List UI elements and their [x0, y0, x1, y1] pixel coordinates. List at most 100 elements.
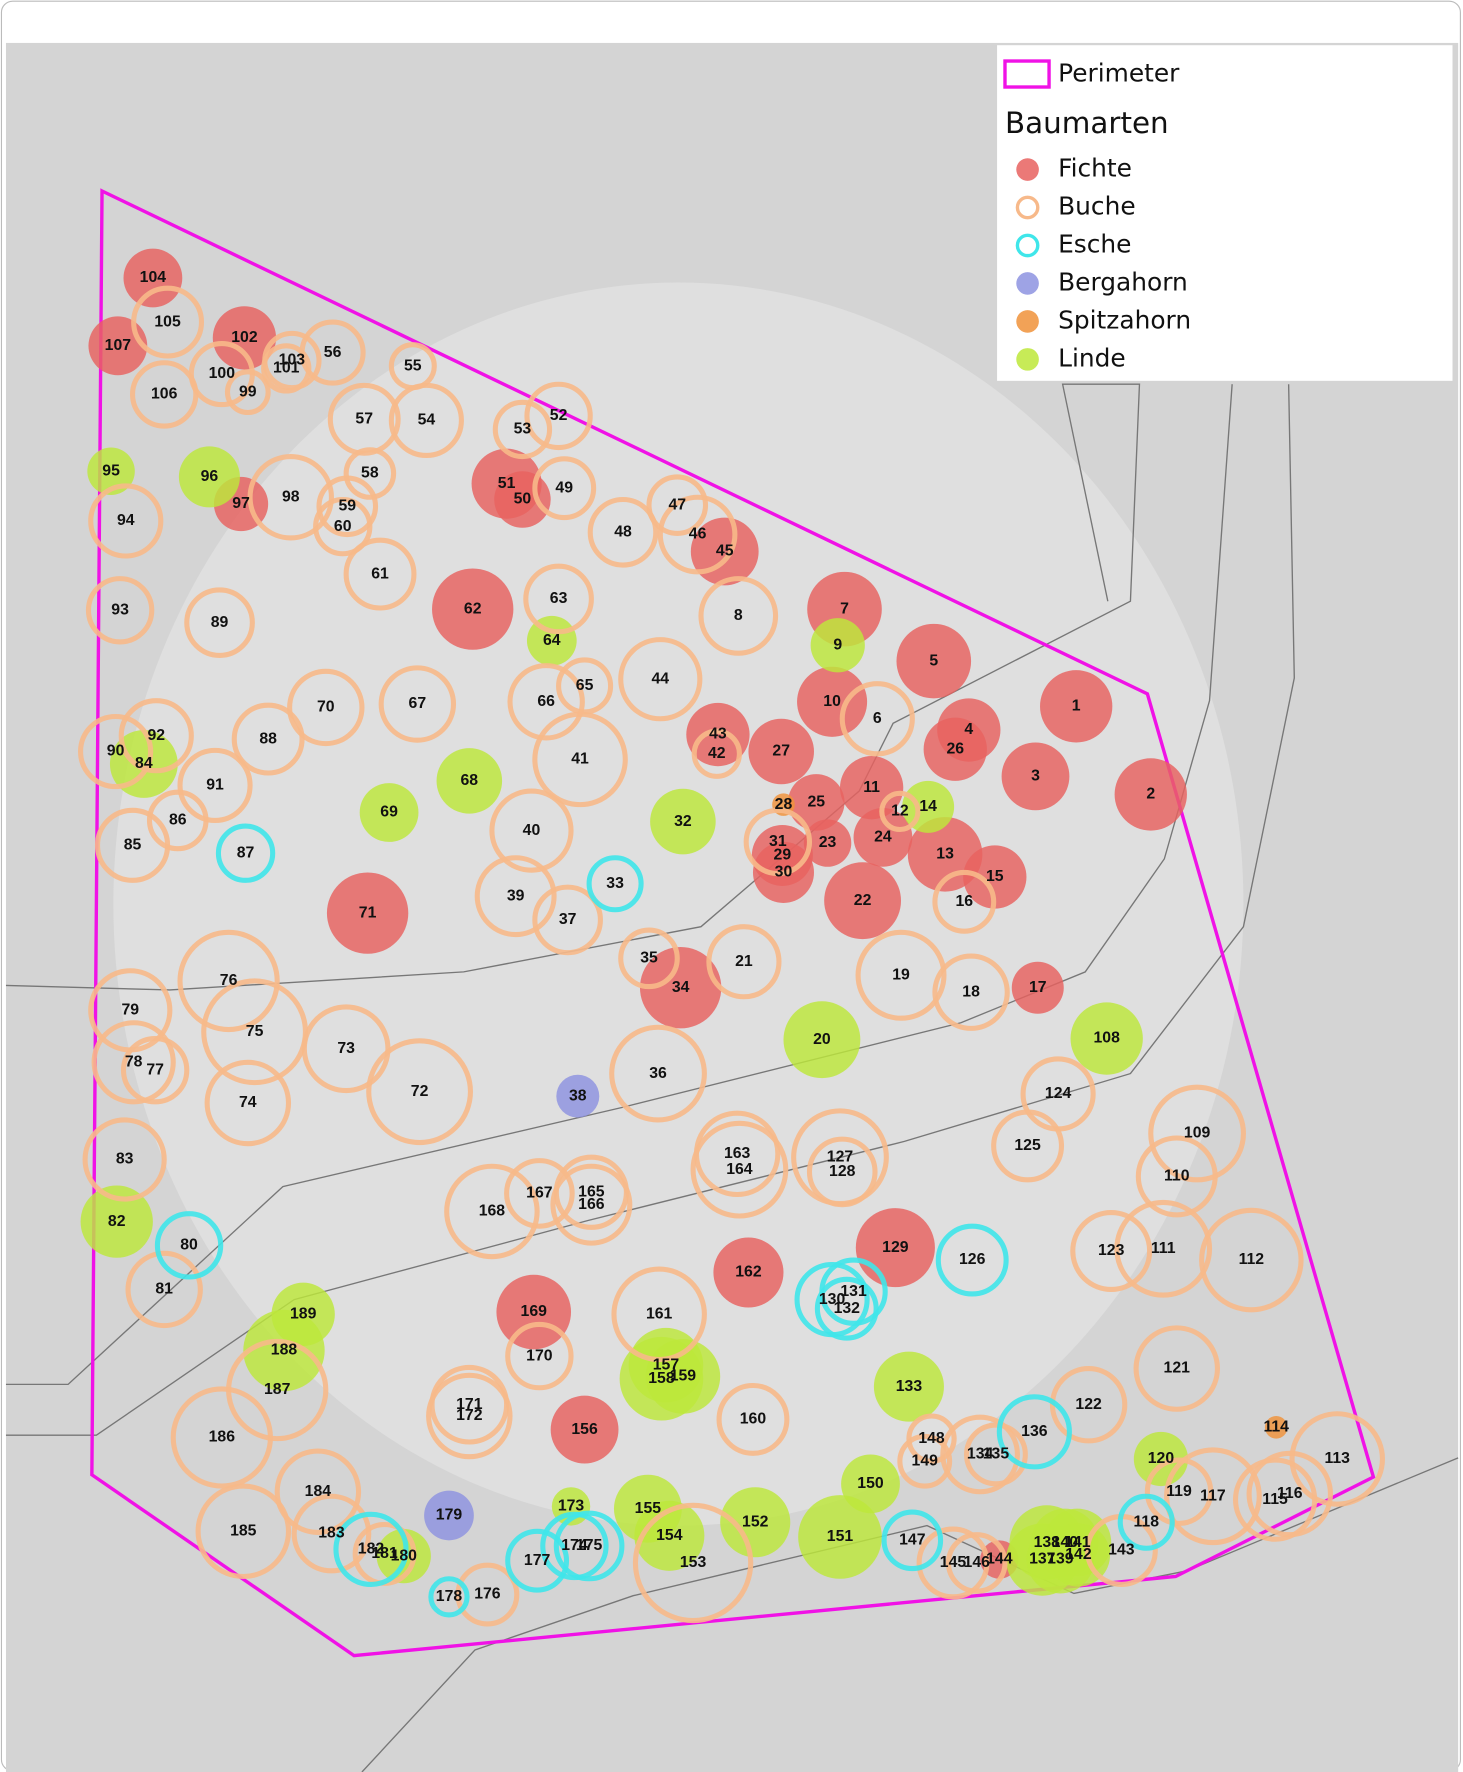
tree-label: 183	[318, 1525, 345, 1542]
tree-label: 41	[571, 751, 589, 768]
tree-label: 67	[409, 695, 427, 712]
tree-label: 82	[108, 1213, 126, 1230]
tree-label: 113	[1324, 1450, 1350, 1467]
tree-label: 107	[105, 337, 132, 354]
tree-label: 163	[724, 1145, 751, 1162]
tree-label: 135	[983, 1446, 1010, 1463]
tree-label: 45	[716, 543, 734, 560]
tree-label: 60	[334, 518, 352, 535]
tree-label: 51	[498, 475, 516, 492]
tree-label: 50	[514, 491, 532, 508]
tree-label: 73	[337, 1040, 355, 1057]
tree-label: 33	[606, 875, 624, 892]
tree-label: 188	[271, 1342, 298, 1359]
tree-label: 95	[102, 462, 120, 479]
legend-perimeter: Perimeter	[1058, 59, 1180, 88]
tree-label: 162	[735, 1264, 762, 1281]
tree-label: 132	[834, 1300, 861, 1317]
tree-label: 110	[1164, 1168, 1190, 1185]
tree-label: 75	[246, 1023, 264, 1040]
tree-label: 80	[180, 1237, 198, 1254]
tree-label: 155	[635, 1500, 662, 1517]
legend-label: Buche	[1058, 191, 1136, 220]
tree-label: 30	[775, 864, 793, 881]
tree-label: 20	[813, 1031, 831, 1048]
tree-label: 123	[1098, 1242, 1125, 1259]
tree-label: 77	[146, 1061, 164, 1078]
tree-label: 47	[668, 496, 686, 513]
tree-label: 88	[259, 730, 277, 747]
tree-label: 5	[929, 652, 938, 669]
tree-label: 52	[550, 407, 568, 424]
legend-swatch	[1016, 348, 1039, 371]
tree-label: 146	[964, 1554, 991, 1571]
legend-swatch	[1016, 158, 1039, 181]
tree-label: 184	[305, 1483, 332, 1500]
legend-label: Fichte	[1058, 154, 1132, 183]
tree-label: 55	[404, 357, 422, 374]
tree-label: 12	[891, 803, 909, 820]
tree-label: 15	[986, 868, 1004, 885]
tree-label: 11	[863, 779, 880, 796]
tree-label: 25	[807, 794, 825, 811]
tree-label: 179	[436, 1507, 463, 1524]
tree-label: 142	[1065, 1546, 1092, 1563]
tree-label: 26	[946, 740, 964, 757]
tree-label: 161	[646, 1305, 673, 1322]
tree-label: 164	[726, 1161, 753, 1178]
tree-label: 152	[742, 1513, 769, 1530]
tree-label: 16	[956, 893, 974, 910]
tree-label: 125	[1014, 1137, 1041, 1154]
tree-label: 39	[507, 887, 525, 904]
tree-label: 22	[854, 892, 872, 909]
tree-label: 150	[857, 1475, 884, 1492]
tree-label: 42	[708, 745, 726, 762]
tree-label: 79	[121, 1001, 139, 1018]
tree-label: 70	[317, 699, 335, 716]
tree-label: 108	[1093, 1030, 1120, 1047]
tree-label: 131	[840, 1283, 867, 1300]
tree-label: 104	[140, 269, 167, 286]
tree-label: 58	[361, 465, 379, 482]
tree-label: 37	[559, 911, 577, 928]
tree-label: 173	[558, 1498, 585, 1515]
tree-label: 83	[116, 1151, 134, 1168]
tree-label: 72	[411, 1083, 429, 1100]
legend-swatch	[1016, 310, 1039, 333]
tree-label: 178	[436, 1588, 463, 1605]
tree-label: 87	[237, 844, 255, 861]
tree-label: 103	[279, 352, 306, 369]
tree-label: 35	[640, 949, 658, 966]
tree-label: 186	[209, 1429, 236, 1446]
tree-label: 106	[151, 386, 178, 403]
tree-label: 18	[962, 983, 980, 1000]
tree-label: 62	[464, 600, 482, 617]
tree-label: 129	[882, 1239, 909, 1256]
tree-label: 177	[524, 1552, 551, 1569]
tree-label: 159	[670, 1368, 697, 1385]
tree-label: 13	[936, 846, 954, 863]
tree-label: 156	[571, 1421, 598, 1438]
tree-label: 44	[652, 670, 670, 687]
tree-label: 74	[239, 1094, 257, 1111]
tree-label: 109	[1184, 1125, 1211, 1142]
tree-label: 160	[740, 1411, 767, 1428]
tree-label: 66	[537, 693, 555, 710]
tree-label: 24	[874, 829, 892, 846]
tree-label: 43	[709, 726, 727, 743]
legend-label: Esche	[1058, 229, 1131, 258]
tree-label: 10	[823, 693, 841, 710]
tree-label: 59	[338, 497, 356, 514]
tree-label: 61	[371, 565, 389, 582]
tree-label: 99	[239, 383, 257, 400]
tree-label: 96	[201, 468, 219, 485]
tree-label: 34	[672, 979, 690, 996]
tree-label: 182	[358, 1541, 385, 1558]
tree-label: 148	[918, 1430, 945, 1447]
legend-swatch	[1016, 272, 1039, 295]
tree-label: 49	[555, 479, 573, 496]
tree-label: 90	[107, 743, 125, 760]
tree-label: 1	[1072, 697, 1081, 714]
tree-label: 86	[169, 812, 187, 829]
tree-label: 54	[418, 412, 436, 429]
